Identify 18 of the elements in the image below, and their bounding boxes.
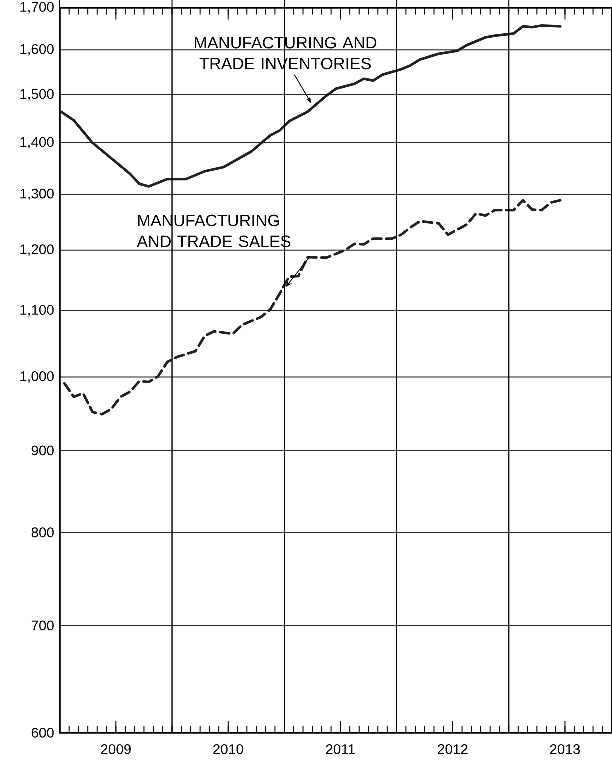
line-series [63,199,562,416]
x-tick-label: 2012 [438,744,468,754]
y-tick-label: 600 [32,728,54,738]
x-tick-label: 2011 [326,744,355,754]
x-tick-label: 2010 [214,744,244,754]
y-tick-label: 800 [32,528,54,538]
y-tick-label: 1,100 [20,305,54,317]
y-tick-label: 1,000 [20,372,54,384]
y-tick-label: 900 [32,446,54,456]
x-tick-label: 2013 [550,744,580,754]
y-tick-label: 1,300 [20,188,54,200]
y-tick-label: 1,200 [20,244,54,256]
x-tick-label: 2009 [101,744,131,754]
y-tick-label: 700 [32,620,54,631]
y-tick-label: 1,600 [20,44,54,56]
y-tick-label: 1,500 [20,89,54,101]
y-tick-label: 1,700 [20,2,54,14]
y-tick-label: 1,400 [20,137,54,149]
